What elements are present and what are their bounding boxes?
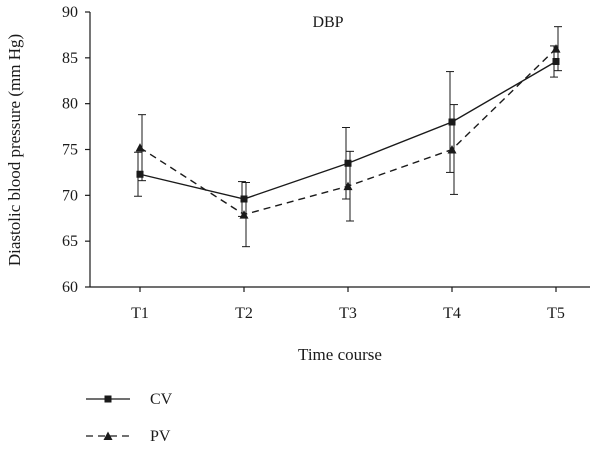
y-tick-label: 60: [62, 279, 78, 296]
data-point-pv: [447, 145, 457, 154]
y-tick-label: 90: [62, 4, 78, 21]
legend-item-cv: CV: [86, 391, 173, 408]
y-tick-label: 70: [62, 187, 78, 204]
axes: [89, 12, 590, 288]
series-layer: [134, 26, 562, 248]
data-point-pv: [343, 181, 353, 191]
data-point-cv: [136, 170, 144, 178]
legend-label-cv: CV: [150, 391, 173, 408]
y-tick-label: 80: [62, 96, 78, 113]
x-tick-label: T2: [235, 305, 253, 322]
data-point-cv: [240, 195, 248, 203]
legend-marker-pv: [103, 431, 113, 440]
legend-marker-cv: [104, 395, 112, 403]
x-tick-label: T4: [443, 305, 461, 322]
data-point-cv: [344, 159, 352, 167]
y-axis-label: Diastolic blood pressure (mm Hg): [5, 34, 24, 266]
x-axis-label: Time course: [298, 345, 382, 364]
x-tick-label: T3: [339, 305, 357, 322]
y-tick-label: 75: [62, 142, 78, 159]
series-cv: [134, 45, 560, 217]
y-tick-label: 65: [62, 233, 78, 250]
legend: CV PV: [86, 391, 173, 445]
data-point-pv: [551, 44, 561, 53]
series-pv: [135, 26, 562, 248]
data-point-pv: [135, 143, 145, 152]
series-line-cv: [139, 60, 557, 200]
x-ticks: T1 T2 T3 T4 T5: [131, 287, 565, 322]
y-tick-label: 85: [62, 50, 78, 67]
x-tick-label: T5: [547, 305, 565, 322]
data-point-pv: [239, 210, 249, 219]
chart-title: DBP: [312, 14, 343, 31]
legend-item-pv: PV: [86, 428, 171, 445]
data-point-cv: [448, 118, 456, 126]
data-point-cv: [552, 58, 560, 65]
legend-label-pv: PV: [150, 428, 171, 445]
x-tick-label: T1: [131, 305, 149, 322]
y-ticks: 60 65 70 75 80 85 90: [62, 4, 90, 296]
